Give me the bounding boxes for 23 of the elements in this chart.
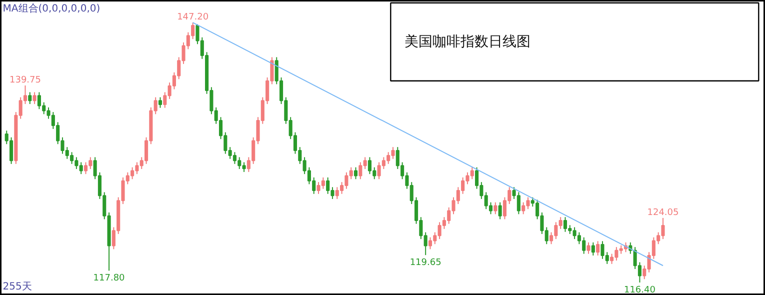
candlestick	[498, 202, 502, 220]
annotation: 139.75	[9, 75, 41, 86]
candlestick	[586, 242, 590, 254]
candlestick	[591, 242, 595, 256]
annotation: 117.80	[93, 274, 126, 284]
annotation: 147.20	[177, 12, 209, 23]
candlestick	[28, 92, 32, 105]
annotation: 116.40	[624, 286, 656, 295]
text: 美国咖啡指数日线图	[404, 34, 531, 50]
candlestick	[563, 216, 568, 232]
candlestick	[9, 136, 14, 164]
candlestick	[84, 162, 88, 175]
annotation: 119.65	[410, 258, 442, 268]
candlestick	[610, 253, 614, 264]
candlestick	[354, 166, 358, 180]
candlestick	[158, 96, 162, 108]
candlestick	[32, 92, 36, 105]
candlestick	[494, 202, 498, 215]
annotation: 124.05	[647, 208, 679, 218]
candlestick	[596, 240, 600, 256]
annotation: 255天	[2, 282, 32, 293]
text: MA组合(0,0,0,0,0,0)	[2, 2, 100, 14]
candlestick	[428, 236, 432, 250]
